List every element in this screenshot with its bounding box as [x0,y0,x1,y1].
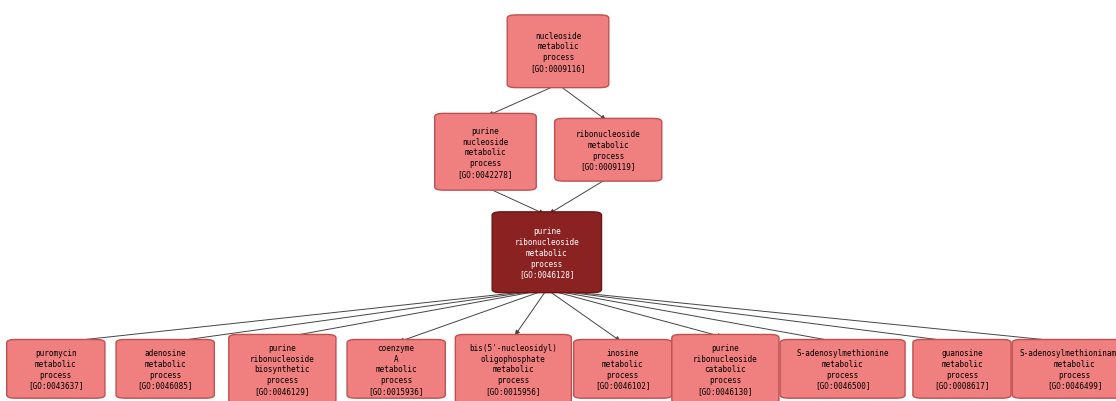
Text: purine
ribonucleoside
biosynthetic
process
[GO:0046129]: purine ribonucleoside biosynthetic proce… [250,343,315,395]
FancyBboxPatch shape [780,340,905,398]
Text: puromycin
metabolic
process
[GO:0043637]: puromycin metabolic process [GO:0043637] [28,348,84,389]
FancyBboxPatch shape [116,340,214,398]
FancyBboxPatch shape [913,340,1011,398]
FancyBboxPatch shape [507,16,609,89]
FancyBboxPatch shape [455,334,571,401]
Text: S-adenosylmethioninamine
metabolic
process
[GO:0046499]: S-adenosylmethioninamine metabolic proce… [1019,348,1116,389]
Text: nucleoside
metabolic
process
[GO:0009116]: nucleoside metabolic process [GO:0009116… [530,32,586,73]
Text: bis(5'-nucleosidyl)
oligophosphate
metabolic
process
[GO:0015956]: bis(5'-nucleosidyl) oligophosphate metab… [470,343,557,395]
FancyBboxPatch shape [435,114,537,191]
FancyBboxPatch shape [492,213,602,293]
FancyBboxPatch shape [229,334,336,401]
Text: guanosine
metabolic
process
[GO:0008617]: guanosine metabolic process [GO:0008617] [934,348,990,389]
Text: purine
ribonucleoside
metabolic
process
[GO:0046128]: purine ribonucleoside metabolic process … [514,227,579,279]
Text: adenosine
metabolic
process
[GO:0046085]: adenosine metabolic process [GO:0046085] [137,348,193,389]
FancyBboxPatch shape [555,119,662,182]
Text: inosine
metabolic
process
[GO:0046102]: inosine metabolic process [GO:0046102] [595,348,651,389]
Text: purine
nucleoside
metabolic
process
[GO:0042278]: purine nucleoside metabolic process [GO:… [458,126,513,178]
FancyBboxPatch shape [347,340,445,398]
FancyBboxPatch shape [672,334,779,401]
Text: ribonucleoside
metabolic
process
[GO:0009119]: ribonucleoside metabolic process [GO:000… [576,130,641,171]
FancyBboxPatch shape [1012,340,1116,398]
Text: S-adenosylmethionine
metabolic
process
[GO:0046500]: S-adenosylmethionine metabolic process [… [797,348,888,389]
Text: purine
ribonucleoside
catabolic
process
[GO:0046130]: purine ribonucleoside catabolic process … [693,343,758,395]
FancyBboxPatch shape [574,340,672,398]
FancyBboxPatch shape [7,340,105,398]
Text: coenzyme
A
metabolic
process
[GO:0015936]: coenzyme A metabolic process [GO:0015936… [368,343,424,395]
